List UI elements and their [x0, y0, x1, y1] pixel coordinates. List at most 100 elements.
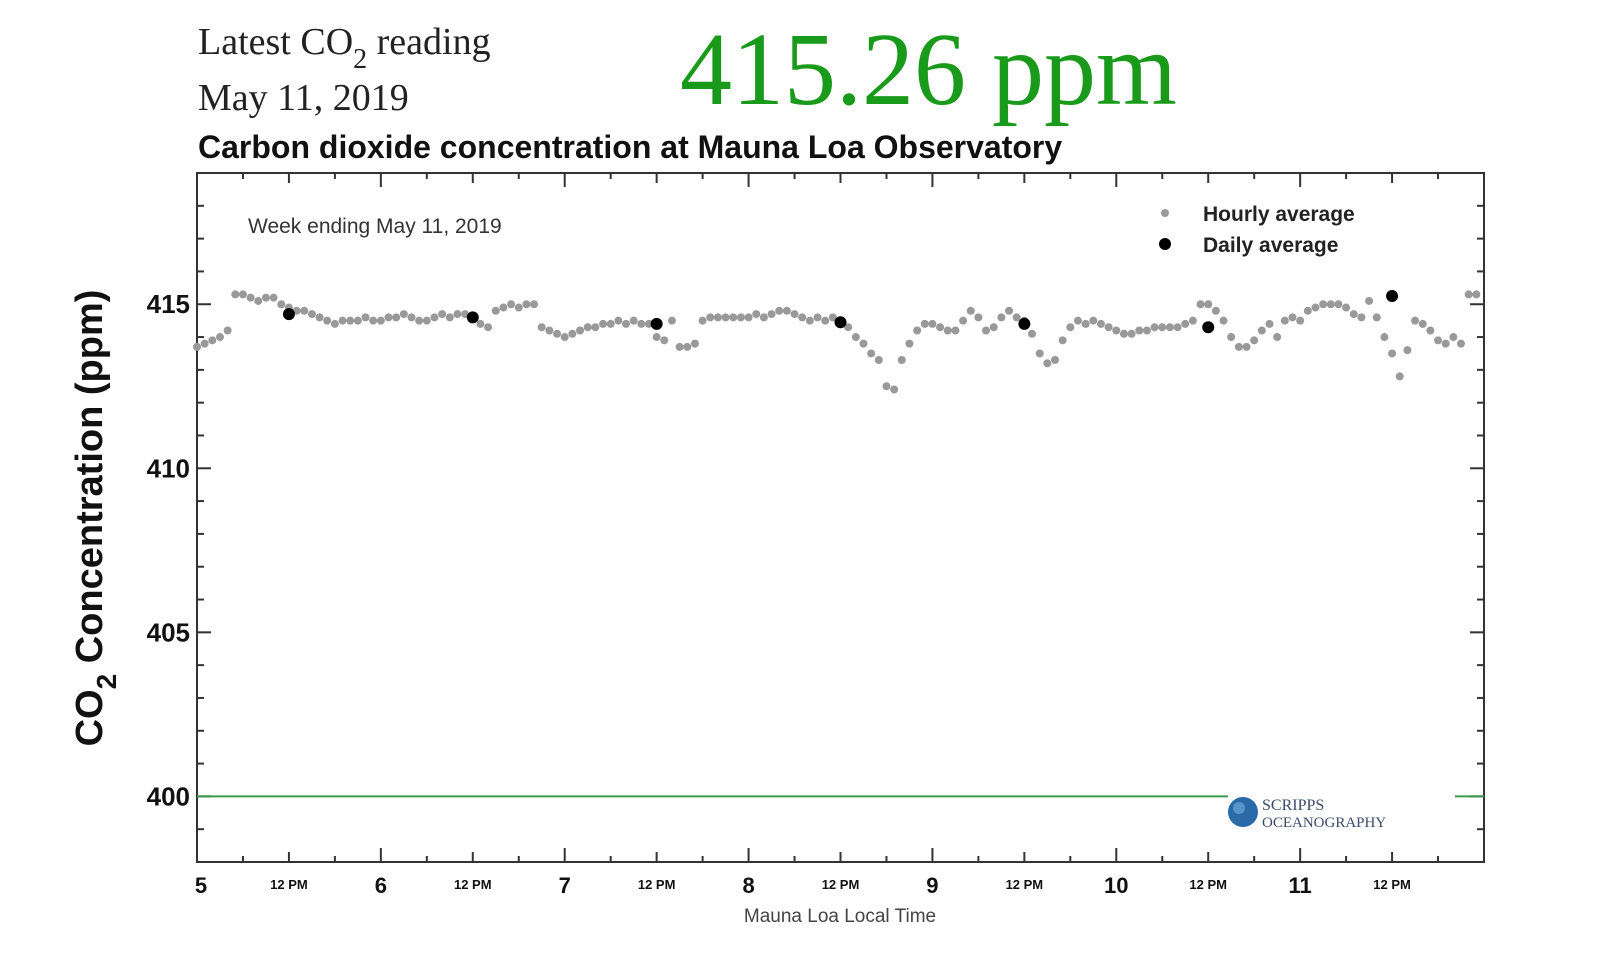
hourly-point [1388, 349, 1397, 358]
hourly-point [637, 319, 646, 328]
hourly-point [1334, 300, 1343, 309]
hourly-point [1257, 326, 1266, 335]
hourly-point [1028, 329, 1037, 338]
hourly-point [882, 382, 891, 391]
x-noon-label: 12 PM [822, 877, 860, 892]
daily-point [1386, 290, 1399, 303]
latest-reading-date: May 11, 2019 [198, 77, 409, 119]
y-tick-label: 410 [147, 453, 190, 483]
hourly-point [576, 326, 585, 335]
hourly-point [392, 313, 401, 322]
hourly-point [307, 310, 316, 319]
hourly-point [1434, 336, 1443, 345]
hourly-point [905, 339, 914, 348]
hourly-point [1342, 303, 1351, 312]
hourly-point [193, 342, 201, 351]
hourly-point [1165, 323, 1174, 332]
week-annotation: Week ending May 11, 2019 [248, 215, 502, 238]
axis-ticks [196, 172, 1485, 863]
hourly-point [920, 319, 929, 328]
hourly-point [208, 336, 217, 345]
hourly-point [1219, 316, 1228, 325]
hourly-point [560, 333, 569, 342]
hourly-point [989, 323, 998, 332]
hourly-point [698, 316, 707, 325]
logo-line1: SCRIPPS [1262, 797, 1324, 814]
hourly-point [599, 319, 608, 328]
hourly-point [874, 356, 883, 365]
latest-reading-value: 415.26 ppm [680, 12, 1177, 127]
hourly-point [1051, 356, 1059, 365]
hourly-point [974, 313, 983, 322]
hourly-point [959, 316, 968, 325]
hourly-point [1265, 319, 1274, 328]
hourly-point [545, 326, 554, 335]
x-noon-label: 12 PM [638, 877, 676, 892]
hourly-point [422, 316, 431, 325]
hourly-point [1464, 290, 1473, 299]
legend-hourly-label: Hourly average [1203, 203, 1355, 226]
hourly-point [997, 313, 1006, 322]
hourly-point [667, 316, 676, 325]
hourly-point [361, 313, 370, 322]
hourly-point [369, 316, 378, 325]
logo-line2: OCEANOGRAPHY [1262, 815, 1386, 831]
hourly-point [1196, 300, 1205, 309]
legend: Hourly average Daily average [1159, 203, 1355, 257]
hourly-point [1357, 313, 1366, 322]
hourly-point [713, 313, 722, 322]
hourly-point [966, 306, 975, 315]
daily-point [834, 316, 847, 329]
hourly-point [1234, 342, 1243, 351]
hourly-point [1227, 333, 1236, 342]
hourly-point [1418, 319, 1427, 328]
hourly-point [805, 316, 814, 325]
x-noon-label: 12 PM [1189, 877, 1227, 892]
x-tick-label: 11 [1289, 873, 1312, 898]
hourly-point [1250, 336, 1259, 345]
hourly-point [1158, 323, 1167, 332]
hourly-point [1066, 323, 1075, 332]
y-tick-label: 415 [147, 289, 190, 319]
hourly-point [1411, 316, 1420, 325]
hourly-point [430, 313, 439, 322]
hourly-point [821, 316, 830, 325]
hourly-point [767, 310, 776, 319]
hourly-point [736, 313, 745, 322]
hourly-point [591, 323, 600, 332]
hourly-point [775, 306, 784, 315]
hourly-point [315, 313, 324, 322]
y-tick-label: 405 [147, 617, 190, 647]
scripps-logo: SCRIPPS OCEANOGRAPHY [1228, 797, 1386, 831]
hourly-point [890, 385, 899, 394]
hourly-point [813, 313, 822, 322]
hourly-point [951, 326, 960, 335]
hourly-point [568, 329, 577, 338]
hourly-point [1142, 326, 1151, 335]
x-tick-label: 8 [742, 873, 754, 898]
hourly-point [690, 339, 699, 348]
y-axis-label: CO2 Concentration (ppm) [69, 290, 122, 747]
x-noon-label: 12 PM [1006, 877, 1044, 892]
daily-average-series [282, 290, 1399, 334]
hourly-point [353, 316, 362, 325]
hourly-point [583, 323, 592, 332]
hourly-point [200, 339, 209, 348]
hourly-point [706, 313, 715, 322]
x-tick-label: 7 [559, 873, 571, 898]
hourly-point [384, 313, 393, 322]
x-axis-label: Mauna Loa Local Time [744, 906, 936, 927]
daily-point [466, 311, 479, 324]
hourly-point [867, 349, 876, 358]
hourly-point [913, 326, 922, 335]
hourly-point [798, 313, 807, 322]
hourly-point [1127, 329, 1136, 338]
hourly-point [943, 326, 952, 335]
hourly-point [1296, 316, 1305, 325]
hourly-point [1112, 326, 1121, 335]
hourly-point [1211, 306, 1220, 315]
hourly-point [1273, 333, 1282, 342]
hourly-point [1288, 313, 1297, 322]
hourly-point [1150, 323, 1159, 332]
latest-reading-label: Latest CO2 reading [198, 21, 491, 75]
